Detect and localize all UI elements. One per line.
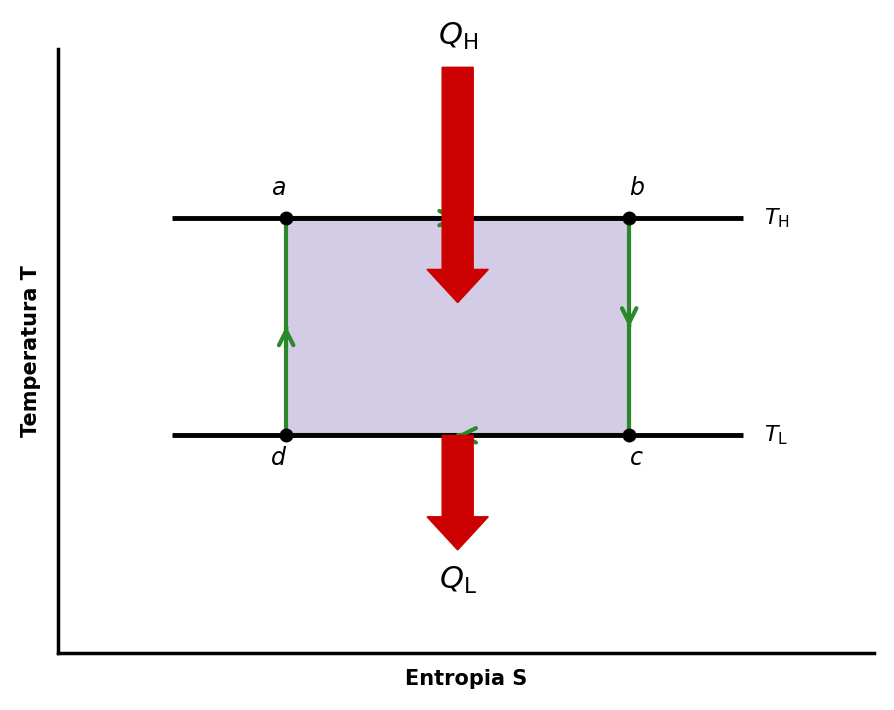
Y-axis label: Temperatura T: Temperatura T	[21, 265, 41, 437]
Text: $T_\mathrm{H}$: $T_\mathrm{H}$	[763, 207, 789, 230]
Text: $b$: $b$	[628, 176, 644, 200]
Text: $d$: $d$	[270, 446, 287, 470]
Text: $T_\mathrm{L}$: $T_\mathrm{L}$	[763, 423, 787, 447]
Text: $c$: $c$	[628, 446, 643, 470]
Text: $Q_\mathrm{L}$: $Q_\mathrm{L}$	[438, 565, 476, 596]
X-axis label: Entropia S: Entropia S	[404, 669, 527, 689]
Text: $a$: $a$	[271, 176, 286, 200]
FancyArrow shape	[426, 435, 488, 550]
Bar	[286, 218, 628, 435]
Text: $Q_\mathrm{H}$: $Q_\mathrm{H}$	[437, 21, 477, 53]
FancyArrow shape	[426, 67, 488, 302]
